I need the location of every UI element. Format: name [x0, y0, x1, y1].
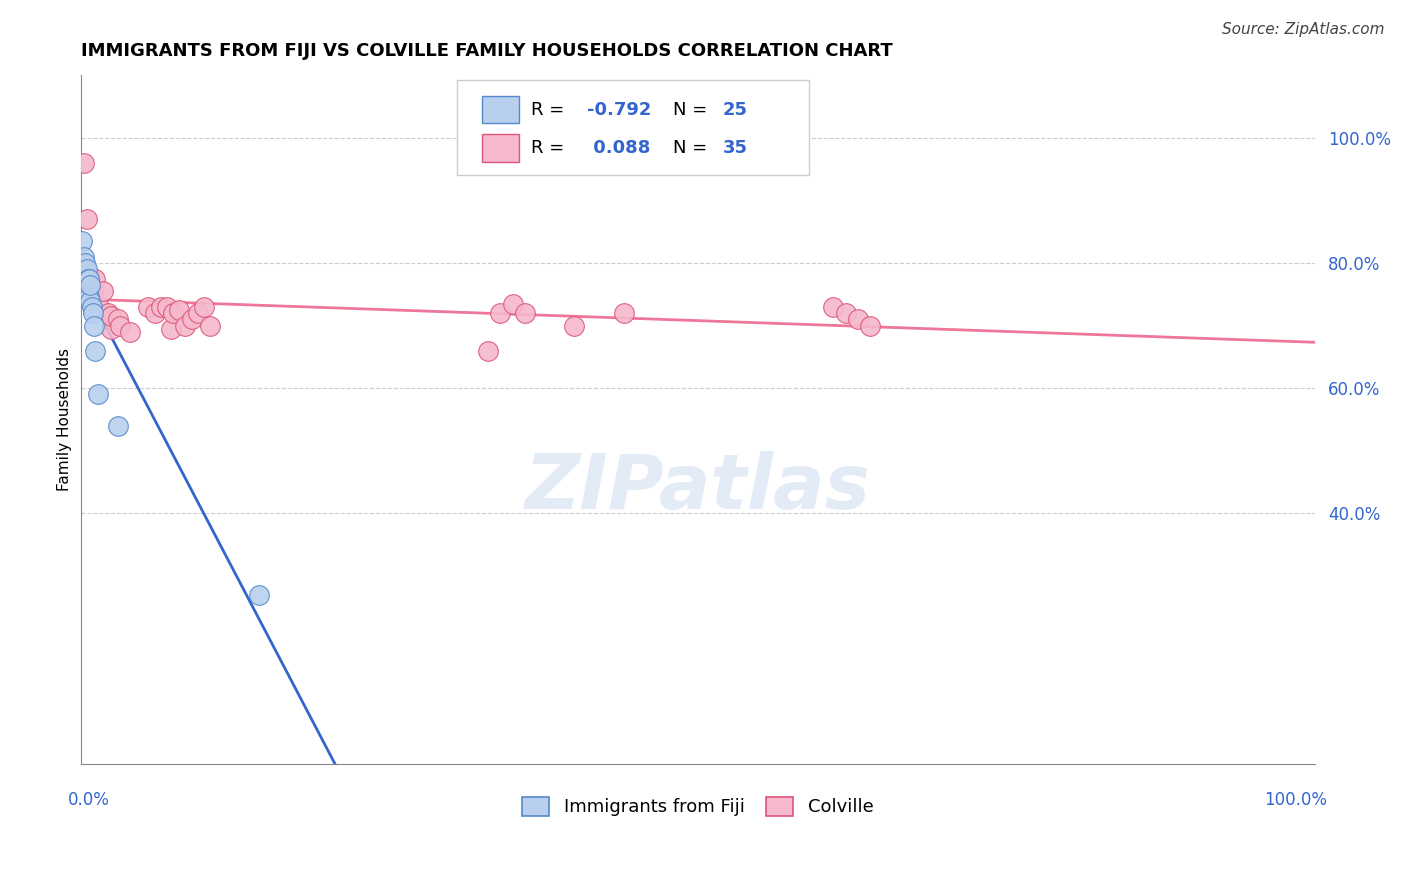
Point [73, 250, 96, 264]
Text: R =: R = [531, 101, 569, 119]
Point [159, 322, 181, 336]
Text: N =: N = [673, 101, 713, 119]
Point [562, 318, 585, 333]
Text: Source: ZipAtlas.com: Source: ZipAtlas.com [1222, 22, 1385, 37]
Text: ZIPatlas: ZIPatlas [524, 451, 870, 525]
Point [613, 306, 636, 320]
Point [87, 387, 110, 401]
Point [77, 268, 100, 283]
Point [477, 343, 499, 358]
Point [100, 310, 122, 324]
Point [91, 284, 114, 298]
Text: 35: 35 [723, 139, 748, 157]
Point [198, 318, 221, 333]
Point [75, 268, 97, 283]
Point [156, 300, 179, 314]
Point [77, 284, 100, 298]
FancyBboxPatch shape [457, 80, 808, 175]
Point [70, 234, 93, 248]
Point [167, 302, 190, 317]
Point [174, 318, 197, 333]
Point [82, 306, 104, 320]
Text: 0.0%: 0.0% [67, 791, 110, 809]
Text: -0.792: -0.792 [586, 101, 651, 119]
Point [84, 343, 107, 358]
Point [73, 275, 96, 289]
Point [489, 306, 512, 320]
Point [823, 300, 845, 314]
Point [859, 318, 882, 333]
Point [73, 268, 96, 283]
Point [76, 212, 98, 227]
Point [97, 306, 120, 320]
Point [75, 284, 97, 298]
Bar [482, 134, 519, 161]
Point [87, 300, 110, 314]
Point [118, 325, 141, 339]
Text: IMMIGRANTS FROM FIJI VS COLVILLE FAMILY HOUSEHOLDS CORRELATION CHART: IMMIGRANTS FROM FIJI VS COLVILLE FAMILY … [80, 42, 893, 60]
Point [73, 156, 96, 170]
Point [108, 318, 131, 333]
Point [513, 306, 536, 320]
Text: 100.0%: 100.0% [1264, 791, 1327, 809]
Point [76, 262, 98, 277]
Point [138, 300, 160, 314]
Text: 0.088: 0.088 [586, 139, 650, 157]
Point [79, 277, 101, 292]
Point [835, 306, 858, 320]
Point [82, 284, 104, 298]
Y-axis label: Family Households: Family Households [58, 348, 72, 491]
Point [149, 300, 172, 314]
Text: 25: 25 [723, 101, 748, 119]
Point [846, 312, 869, 326]
Point [502, 296, 524, 310]
Legend: Immigrants from Fiji, Colville: Immigrants from Fiji, Colville [515, 790, 880, 823]
Text: N =: N = [673, 139, 713, 157]
Point [84, 271, 107, 285]
Point [107, 312, 129, 326]
Point [249, 588, 271, 602]
Point [100, 322, 122, 336]
Point [193, 300, 215, 314]
Point [143, 306, 166, 320]
Point [77, 271, 100, 285]
Point [76, 281, 98, 295]
Point [72, 256, 94, 270]
Point [80, 300, 103, 314]
Point [107, 418, 129, 433]
Point [187, 306, 209, 320]
Point [162, 306, 184, 320]
Text: R =: R = [531, 139, 569, 157]
Point [75, 256, 97, 270]
Point [72, 262, 94, 277]
Point [77, 290, 100, 304]
Point [77, 271, 100, 285]
Point [76, 271, 98, 285]
Point [180, 312, 202, 326]
Point [83, 318, 105, 333]
Bar [482, 96, 519, 123]
Point [79, 293, 101, 308]
